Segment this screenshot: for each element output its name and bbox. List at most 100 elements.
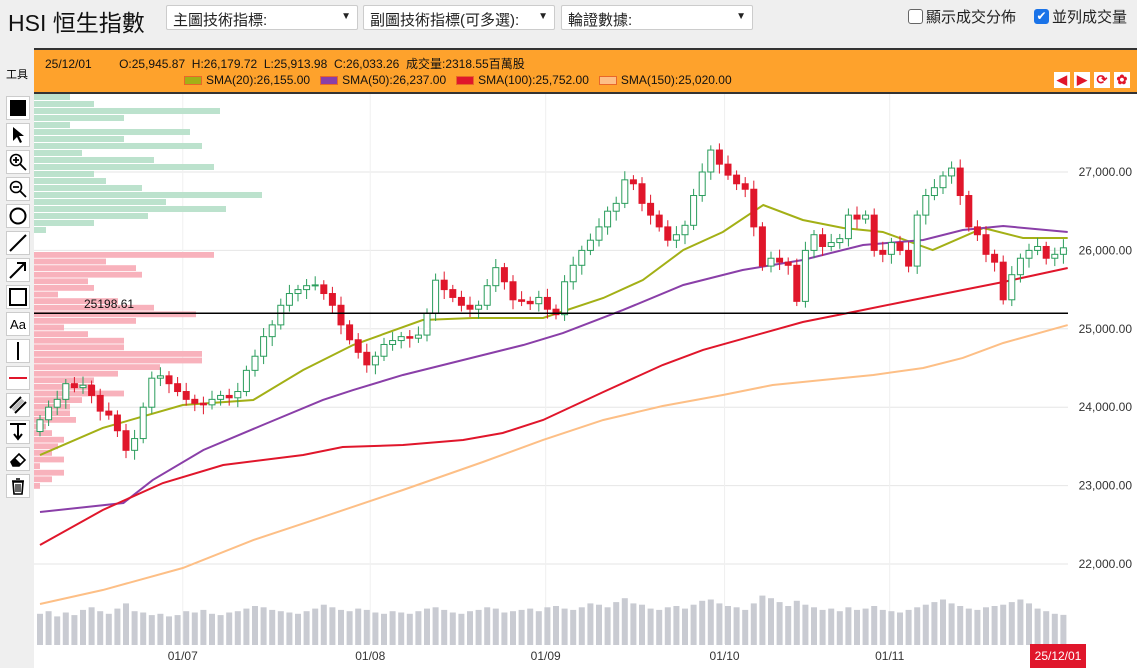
drawing-toolbar: Aa bbox=[6, 96, 30, 501]
volume-profile-bar bbox=[34, 94, 70, 100]
ohlc-info-bar: 25/12/01 O:25,945.87 H:26,179.72 L:25,91… bbox=[34, 48, 1137, 94]
volume-bar bbox=[1043, 611, 1050, 645]
volume-profile-bar bbox=[34, 304, 154, 311]
volume-bar bbox=[983, 607, 989, 645]
current-date-badge bbox=[1030, 644, 1086, 668]
volume-bar bbox=[793, 600, 800, 645]
arrow-left-icon[interactable]: ◀ bbox=[1054, 72, 1070, 88]
volume-bar bbox=[277, 611, 284, 645]
volume-profile-bar bbox=[34, 227, 46, 233]
y-tick-label: 25,000.00 bbox=[1079, 322, 1133, 336]
volume-profile-bar bbox=[34, 115, 124, 121]
x-tick-label: 01/07 bbox=[168, 649, 198, 663]
parallel-volume-checkbox[interactable]: ✔ 並列成交量 bbox=[1034, 6, 1127, 27]
candle-body bbox=[844, 214, 852, 240]
candle-body bbox=[303, 285, 311, 291]
volume-bar bbox=[467, 611, 473, 645]
candle-body bbox=[191, 398, 199, 404]
legend-sma-3: SMA(150):25,020.00 bbox=[620, 73, 732, 87]
candle-body bbox=[810, 234, 818, 251]
price-chart[interactable]: 22,000.00 23,000.00 24,000.00 25,000.00 26,0… bbox=[34, 94, 1137, 668]
info-date: 25/12/01 bbox=[45, 57, 92, 71]
main-indicator-select[interactable]: 主圖技術指標: ▼ bbox=[166, 5, 358, 30]
volume-bar bbox=[209, 613, 215, 645]
candle-body bbox=[690, 195, 698, 226]
volume-bar bbox=[914, 607, 921, 645]
sub-indicator-select[interactable]: 副圖技術指標(可多選): ▼ bbox=[363, 5, 555, 30]
horizontal-line-icon[interactable] bbox=[6, 366, 30, 390]
candle-body bbox=[475, 304, 483, 310]
candle-body bbox=[586, 239, 594, 251]
volume-profile-bar bbox=[34, 143, 202, 149]
candle-body bbox=[337, 304, 345, 326]
volume-profile-bar bbox=[34, 101, 94, 107]
volume-profile-bar bbox=[34, 129, 190, 135]
volume-bar bbox=[862, 608, 869, 645]
candle-body bbox=[741, 183, 749, 190]
candle-body bbox=[199, 402, 207, 406]
vertical-line-icon[interactable] bbox=[6, 339, 30, 363]
volume-profile-bar bbox=[34, 344, 124, 351]
info-volume: 成交量:2318.55百萬股 bbox=[406, 57, 525, 71]
candle-body bbox=[328, 293, 336, 306]
zoom-out-icon[interactable] bbox=[6, 177, 30, 201]
info-close: C:26,033.26 bbox=[333, 57, 400, 71]
volume-profile-bar bbox=[34, 164, 214, 170]
volume-bar bbox=[80, 609, 86, 645]
show-volume-dist-checkbox[interactable]: 顯示成交分佈 bbox=[908, 6, 1016, 27]
volume-bar bbox=[570, 609, 577, 645]
volume-profile-bar bbox=[34, 456, 64, 463]
candle-body bbox=[1059, 247, 1067, 255]
volume-bar bbox=[621, 598, 628, 645]
candle-body bbox=[432, 279, 440, 314]
volume-bar bbox=[604, 607, 611, 645]
settings-icon[interactable]: ✿ bbox=[1114, 72, 1130, 88]
volume-bar bbox=[424, 608, 430, 645]
candle-body bbox=[217, 394, 225, 400]
line-icon[interactable] bbox=[6, 231, 30, 255]
volume-bar bbox=[295, 613, 301, 645]
eraser-icon[interactable] bbox=[6, 447, 30, 471]
checkbox-icon[interactable] bbox=[908, 9, 923, 24]
volume-bar bbox=[1008, 602, 1015, 645]
volume-bar bbox=[759, 595, 766, 645]
volume-profile-bar bbox=[34, 178, 106, 184]
pointer-icon[interactable] bbox=[6, 123, 30, 147]
zoom-in-icon[interactable] bbox=[6, 150, 30, 174]
volume-bar bbox=[768, 598, 774, 645]
trash-icon[interactable] bbox=[6, 474, 30, 498]
volume-bar bbox=[363, 609, 370, 645]
candle-body bbox=[423, 312, 431, 336]
arrow-right-icon[interactable]: ▶ bbox=[1074, 72, 1090, 88]
volume-bar bbox=[776, 602, 783, 645]
parallel-lines-icon[interactable] bbox=[6, 393, 30, 417]
arrow-icon[interactable] bbox=[6, 258, 30, 282]
volume-bar bbox=[372, 612, 379, 645]
volume-bar bbox=[114, 608, 121, 645]
volume-bar bbox=[415, 611, 422, 645]
candle-body bbox=[621, 179, 629, 204]
candle-body bbox=[750, 188, 758, 228]
volume-bar bbox=[406, 613, 413, 645]
rectangle-icon[interactable] bbox=[6, 285, 30, 309]
warrant-data-select[interactable]: 輪證數據: ▼ bbox=[561, 5, 753, 30]
candle-body bbox=[139, 406, 147, 440]
candle-body bbox=[982, 234, 990, 255]
checkbox-checked-icon[interactable]: ✔ bbox=[1034, 9, 1049, 24]
candle-body bbox=[819, 234, 827, 247]
refresh-icon[interactable]: ⟳ bbox=[1094, 72, 1110, 88]
circle-icon[interactable] bbox=[6, 204, 30, 228]
text-icon[interactable]: Aa bbox=[6, 312, 30, 336]
candle-body bbox=[165, 375, 173, 385]
legend-sma-0: SMA(20):26,155.00 bbox=[206, 73, 311, 87]
fill-square-icon[interactable] bbox=[6, 96, 30, 120]
candle-body bbox=[629, 179, 637, 185]
candle-body bbox=[242, 369, 250, 393]
volume-bar bbox=[148, 615, 155, 645]
x-tick-label: 01/11 bbox=[875, 649, 904, 663]
volume-profile-bar bbox=[34, 324, 64, 331]
volume-bar bbox=[475, 609, 482, 645]
volume-bar bbox=[484, 607, 491, 645]
fibonacci-icon[interactable] bbox=[6, 420, 30, 444]
candle-body bbox=[836, 238, 844, 244]
